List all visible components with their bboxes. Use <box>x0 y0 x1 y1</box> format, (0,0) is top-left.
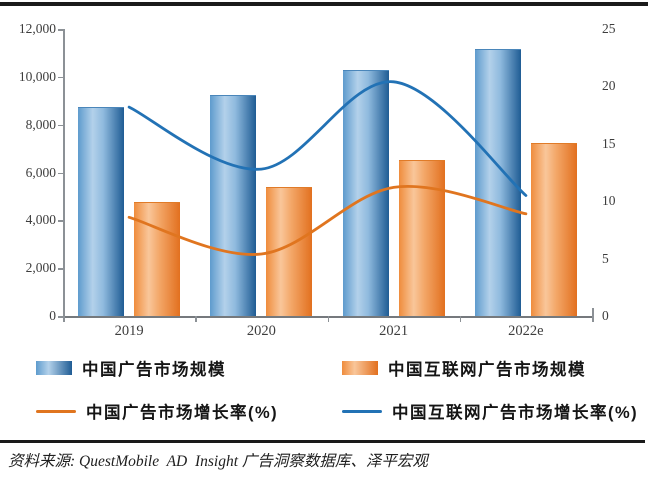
y-axis-label-left: 6,000 <box>25 164 56 180</box>
orange-line-swatch-icon <box>36 409 76 413</box>
top-border-line <box>0 2 648 6</box>
y-axis-label-right: 0 <box>602 308 609 323</box>
x-axis-tick <box>195 316 197 322</box>
blue-bar-swatch-icon <box>36 361 72 375</box>
footer-separator-line <box>0 440 645 443</box>
y-axis-label-left: 12,000 <box>18 21 56 36</box>
legend-label: 中国广告市场增长率(%) <box>86 404 279 422</box>
y-axis-label-left: 2,000 <box>25 260 56 276</box>
x-axis-tick <box>592 316 594 322</box>
y-axis-label-right: 10 <box>602 193 616 209</box>
legend-label: 中国互联网广告市场规模 <box>388 361 586 379</box>
y-axis-tick <box>58 220 63 222</box>
legend-label: 中国广告市场规模 <box>82 361 226 379</box>
y-axis-tick <box>58 29 63 31</box>
bar-中国互联网广告市场规模-2022e <box>530 142 577 316</box>
legend-item-china-ad-market: 中国广告市场规模 <box>36 357 226 379</box>
x-axis-label: 2020 <box>246 323 276 339</box>
bar-中国广告市场规模-2021 <box>342 70 389 316</box>
growth-line-中国互联网广告市场增长率(%) <box>127 80 528 197</box>
y-axis-label-left: 4,000 <box>25 212 56 228</box>
y-axis-tick <box>58 124 63 127</box>
y-axis-tick <box>58 268 63 270</box>
y-axis-label-left: 10,000 <box>18 68 56 84</box>
x-axis-tick <box>63 316 65 322</box>
growth-line-中国广告市场增长率(%) <box>127 185 528 256</box>
x-axis-tick <box>327 316 329 322</box>
legend-item-china-ad-growth: 中国广告市场增长率(%) <box>36 400 278 422</box>
y-axis-label-right: 20 <box>602 78 616 94</box>
y-axis-label-right: 15 <box>602 135 616 151</box>
y-axis-tick <box>58 316 63 318</box>
y-axis-label-left: 0 <box>49 308 56 323</box>
chart-area: 0 2,000 4,000 6,000 8,000 10,000 12,000 0 5 10 15 2… <box>18 21 616 339</box>
source-text: 资料来源: QuestMobile AD Insight 广告洞察数据库、泽平宏… <box>8 453 428 470</box>
x-axis-right-end-tick <box>592 308 594 316</box>
x-axis-label: 2021 <box>379 323 409 339</box>
y-axis-tick <box>58 76 63 79</box>
y-axis-tick <box>58 172 63 174</box>
blue-line-swatch-icon <box>342 409 382 413</box>
y-axis-label-right: 25 <box>602 21 616 36</box>
bar-中国广告市场规模-2019 <box>78 107 125 316</box>
legend-item-china-internet-ad-market: 中国互联网广告市场规模 <box>342 357 586 379</box>
legend-label: 中国互联网广告市场增长率(%) <box>392 404 639 422</box>
x-axis-tick <box>459 316 462 322</box>
bar-中国广告市场规模-2020 <box>210 95 257 316</box>
orange-bar-swatch-icon <box>342 361 378 375</box>
y-axis-label-left: 8,000 <box>25 116 56 132</box>
y-axis-label-right: 5 <box>602 250 609 266</box>
x-axis-label: 2022e <box>508 323 544 339</box>
growth-lines-overlay <box>127 80 528 256</box>
x-axis-label: 2019 <box>114 323 144 339</box>
legend-item-china-internet-ad-growth: 中国互联网广告市场增长率(%) <box>342 400 638 422</box>
y-axis-line <box>63 29 65 316</box>
legend: 中国广告市场规模 中国互联网广告市场规模 中国广告市场增长率(%) 中国互联网广… <box>0 348 648 434</box>
